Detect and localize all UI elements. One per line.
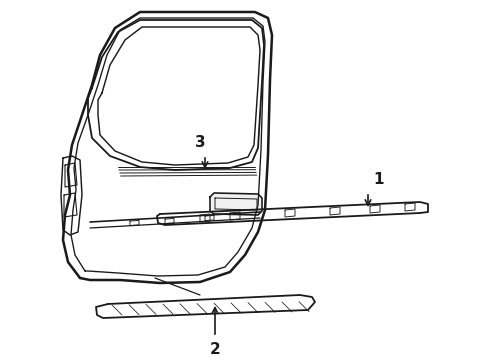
Polygon shape (210, 193, 262, 215)
Text: 2: 2 (210, 342, 220, 357)
Text: 1: 1 (373, 172, 384, 187)
Text: 3: 3 (195, 135, 205, 150)
